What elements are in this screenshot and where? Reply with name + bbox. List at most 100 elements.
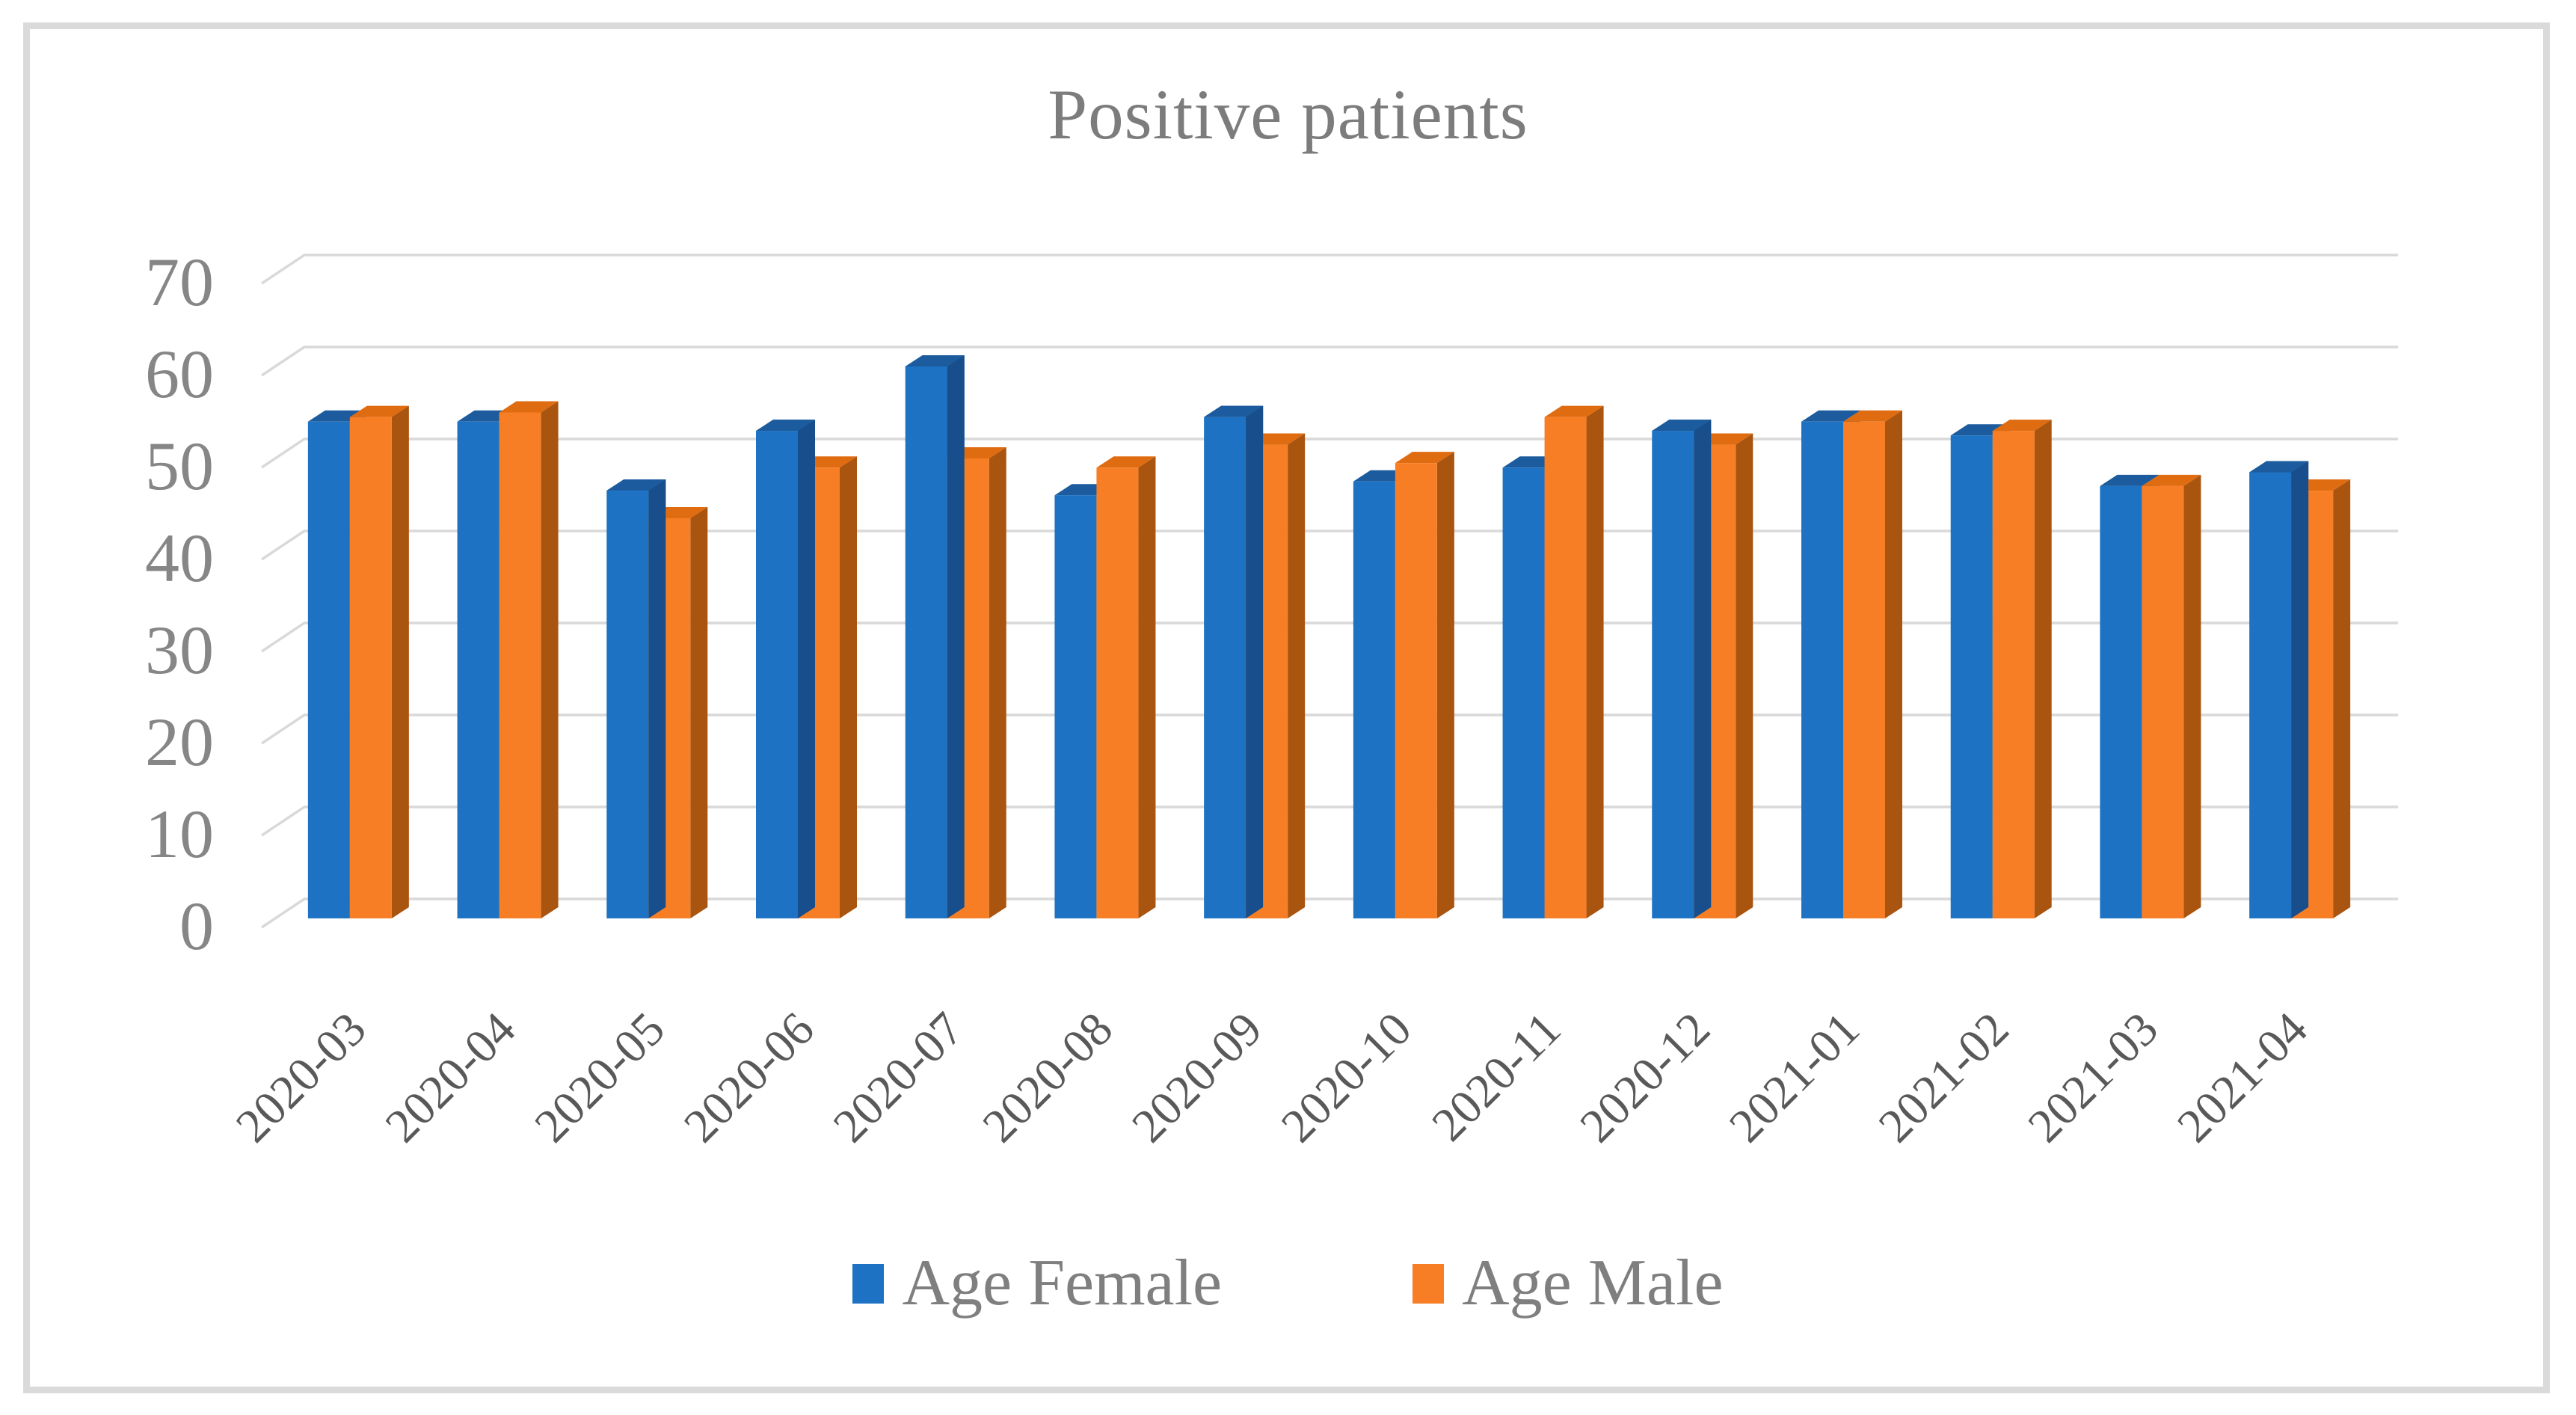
bar-side-face [798, 420, 815, 918]
bar-side-face [989, 447, 1006, 918]
legend-label-age-male: Age Male [1462, 1247, 1724, 1319]
chart-title: Positive patients [1048, 75, 1528, 154]
x-tick-label-2020-06: 2020-06 [674, 1002, 824, 1152]
bar-side-face [2291, 461, 2309, 918]
bar-front-face [1395, 463, 1437, 918]
bar-front-face [457, 421, 499, 918]
bar-front-face [905, 366, 947, 918]
bar-age-female-overlap-2020-07 [905, 355, 965, 918]
bar-age-female-overlap-2020-06 [756, 420, 815, 918]
bar-age-female-overlap-2021-04 [2249, 461, 2309, 918]
x-tick-label-2020-10: 2020-10 [1271, 1002, 1421, 1152]
y-tick-label-40: 40 [145, 520, 214, 596]
bar-side-face [1288, 433, 1306, 918]
bar-side-face [648, 479, 666, 918]
bar-top-face [756, 420, 815, 432]
bars-layer [307, 355, 2351, 918]
y-tick-label-20: 20 [145, 704, 214, 780]
bar-age-female-overlap-2020-09 [1204, 405, 1264, 918]
bar-front-face [1950, 435, 1993, 918]
bar-top-face [2142, 474, 2201, 486]
bar-top-face [1544, 405, 1604, 417]
bar-top-face [905, 355, 965, 366]
bar-front-face [606, 491, 649, 918]
gridline-70 [261, 254, 2398, 285]
legend-swatch-age-male [1413, 1263, 1445, 1304]
bar-side-face [690, 506, 708, 918]
bar-side-face [2183, 474, 2201, 918]
bar-age-male-2020-11 [1544, 405, 1604, 918]
bar-front-face [1353, 481, 1395, 918]
bar-top-face [1992, 420, 2052, 432]
bar-top-face [1652, 420, 1712, 432]
gridline-10 [261, 805, 2398, 837]
bar-age-male-2021-03 [2142, 474, 2201, 918]
bar-side-face [1885, 410, 1902, 918]
bar-side-face [541, 401, 559, 918]
gridline-50 [261, 438, 2398, 469]
bar-side-face [391, 405, 409, 918]
bar-front-face [2142, 485, 2184, 918]
y-tick-label-10: 10 [145, 796, 214, 872]
gridlines-layer [261, 254, 2398, 929]
bar-side-face [1138, 456, 1156, 918]
bar-front-face [349, 417, 392, 918]
y-tick-label-60: 60 [145, 336, 214, 412]
legend-swatch-age-female [852, 1263, 885, 1304]
bar-front-face [1204, 417, 1246, 918]
bar-front-face [1992, 431, 2035, 918]
bar-top-face [606, 479, 666, 491]
x-tick-label-2021-01: 2021-01 [1719, 1002, 1869, 1152]
bar-side-face [1736, 433, 1753, 918]
bar-top-face [1801, 410, 1860, 422]
y-tick-label-30: 30 [145, 612, 214, 688]
bar-side-face [2034, 420, 2052, 918]
legend-item-age-male: Age Male [1413, 1247, 1724, 1319]
gridline-0 [261, 897, 2398, 929]
x-tick-label-2020-04: 2020-04 [375, 1002, 525, 1152]
bar-age-male-2020-03 [349, 405, 409, 918]
bar-front-face [1054, 495, 1097, 918]
x-tick-label-2021-02: 2021-02 [1869, 1002, 2019, 1152]
bar-top-face [1096, 456, 1156, 468]
bar-age-male-2021-02 [1992, 420, 2052, 918]
bar-top-face [1395, 452, 1454, 464]
bar-front-face [307, 421, 350, 918]
bar-side-face [947, 355, 965, 918]
bar-side-face [1436, 452, 1454, 918]
gridline-30 [261, 621, 2398, 653]
x-tick-label-2020-05: 2020-05 [524, 1002, 674, 1152]
bar-front-face [1652, 431, 1694, 918]
bar-side-face [840, 456, 857, 918]
bar-age-female-overlap-2020-05 [606, 479, 666, 918]
y-tick-label-0: 0 [179, 888, 214, 964]
gridline-20 [261, 713, 2398, 745]
bar-top-face [2100, 474, 2160, 486]
gridline-40 [261, 530, 2398, 561]
bar-front-face [1502, 467, 1545, 918]
x-tick-label-2020-09: 2020-09 [1122, 1002, 1272, 1152]
x-tick-label-2020-08: 2020-08 [972, 1002, 1122, 1152]
bar-age-male-2020-08 [1096, 456, 1156, 918]
bar-age-male-2021-01 [1843, 410, 1902, 918]
bar-top-face [1843, 410, 1902, 422]
bar-top-face [499, 401, 559, 413]
bar-side-face [2333, 479, 2351, 918]
bar-front-face [756, 431, 798, 918]
legend-label-age-female: Age Female [902, 1247, 1223, 1319]
bar-top-face [1204, 405, 1264, 417]
legend-item-age-female: Age Female [852, 1250, 1222, 1316]
gridline-60 [261, 346, 2398, 377]
x-tick-label-2021-04: 2021-04 [2167, 1002, 2317, 1152]
x-tick-label-2020-12: 2020-12 [1570, 1002, 1720, 1152]
y-tick-label-70: 70 [145, 244, 214, 320]
bar-top-face [2249, 461, 2309, 473]
x-tick-label-2021-03: 2021-03 [2017, 1002, 2168, 1152]
bar-front-face [1544, 417, 1587, 918]
bar-age-male-2020-10 [1395, 452, 1454, 918]
bar-age-female-overlap-2020-12 [1652, 420, 1712, 918]
bar-side-face [1246, 405, 1264, 918]
bar-front-face [2249, 472, 2292, 918]
